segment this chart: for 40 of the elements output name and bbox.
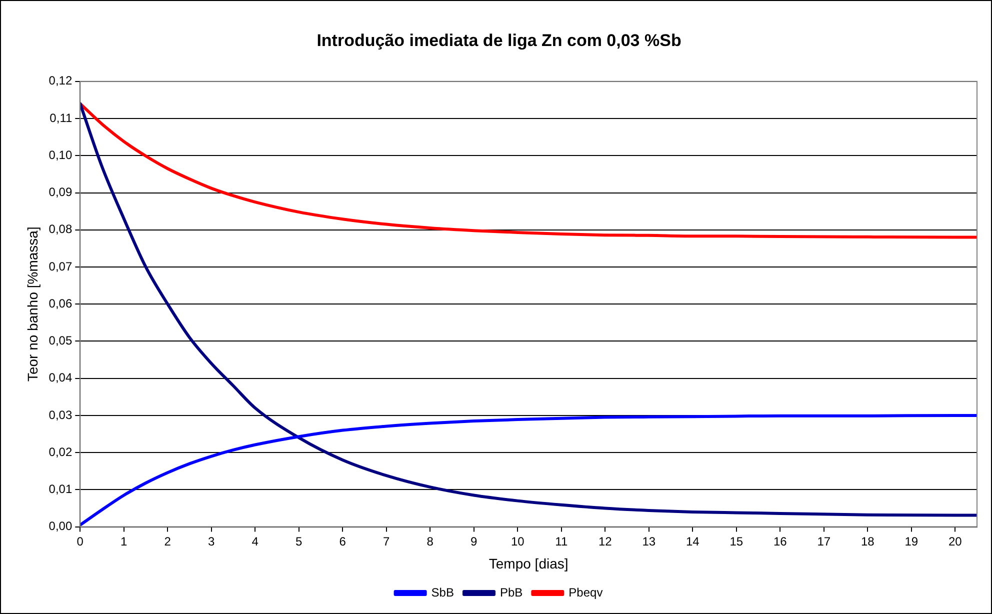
legend-label: SbB	[431, 585, 454, 600]
y-tick-label: 0,11	[50, 110, 72, 125]
x-tick-label: 5	[296, 534, 303, 548]
y-axis-title: Teor no banho [%massa]	[24, 226, 40, 382]
y-tick-label: 0,12	[48, 74, 72, 88]
y-tick-label: 0,00	[48, 519, 72, 534]
x-tick-label: 13	[642, 534, 656, 548]
x-tick-label: 18	[860, 534, 875, 548]
x-tick-label: 6	[339, 534, 346, 548]
x-tick-label: 10	[510, 534, 525, 548]
x-tick-label: 17	[817, 534, 831, 548]
legend-label: Pbeqv	[568, 585, 603, 600]
x-tick-label: 9	[470, 534, 478, 548]
y-tick-label: 0,02	[48, 444, 72, 459]
x-tick-label: 0	[76, 534, 84, 548]
x-tick-label: 12	[598, 534, 612, 548]
x-tick-label: 11	[555, 534, 568, 548]
x-tick-label: 16	[773, 534, 788, 548]
chart-title: Introdução imediata de liga Zn com 0,03 %Sb	[316, 30, 682, 50]
x-tick-label: 19	[904, 534, 918, 548]
y-tick-label: 0,10	[48, 148, 72, 162]
y-tick-label: 0,05	[48, 334, 72, 348]
y-tick-label: 0,07	[48, 259, 72, 274]
y-tick-label: 0,06	[48, 296, 72, 310]
x-tick-label: 14	[686, 534, 700, 548]
x-tick-label: 3	[208, 534, 216, 548]
x-tick-label: 4	[252, 534, 259, 548]
legend-label: PbB	[500, 585, 523, 600]
y-tick-label: 0,09	[48, 185, 72, 200]
x-tick-label: 8	[426, 534, 434, 548]
y-tick-label: 0,04	[48, 370, 72, 385]
x-tick-label: 2	[164, 534, 172, 548]
x-axis-title: Tempo [dias]	[488, 555, 568, 572]
y-tick-label: 0,01	[48, 482, 72, 496]
x-tick-label: 1	[120, 534, 128, 548]
y-tick-label: 0,08	[48, 222, 72, 236]
x-tick-label: 7	[383, 534, 390, 548]
x-tick-label: 20	[948, 534, 962, 548]
x-tick-label: 15	[730, 534, 744, 548]
y-tick-label: 0,03	[48, 408, 72, 422]
